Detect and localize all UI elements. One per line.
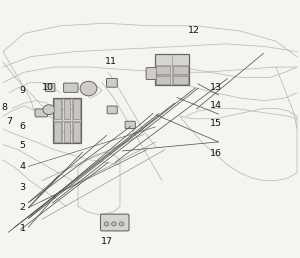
Bar: [54, 99, 61, 119]
Circle shape: [112, 222, 116, 226]
Circle shape: [80, 81, 97, 96]
Text: 16: 16: [210, 149, 222, 158]
Text: 3: 3: [20, 183, 26, 191]
Text: 4: 4: [20, 162, 26, 171]
FancyBboxPatch shape: [100, 214, 129, 231]
Circle shape: [119, 222, 124, 226]
Bar: [156, 76, 170, 84]
Text: 15: 15: [210, 119, 222, 128]
Text: 6: 6: [20, 122, 26, 131]
Text: 17: 17: [100, 237, 112, 246]
Text: 13: 13: [210, 83, 222, 92]
Text: 9: 9: [20, 86, 26, 95]
Text: 1: 1: [20, 224, 26, 233]
Bar: [52, 98, 81, 143]
Text: 7: 7: [6, 117, 12, 126]
Bar: [154, 54, 189, 85]
Bar: [173, 66, 188, 74]
Bar: [64, 99, 70, 119]
Bar: [156, 66, 170, 74]
FancyBboxPatch shape: [107, 106, 117, 114]
FancyBboxPatch shape: [106, 78, 117, 87]
Text: 5: 5: [20, 141, 26, 150]
Text: 14: 14: [210, 101, 222, 110]
FancyBboxPatch shape: [125, 121, 135, 128]
FancyBboxPatch shape: [35, 109, 47, 117]
Bar: [173, 76, 188, 84]
Text: 2: 2: [20, 203, 26, 212]
FancyBboxPatch shape: [146, 68, 157, 79]
Text: 8: 8: [1, 103, 7, 111]
Bar: [64, 122, 70, 142]
Bar: [54, 122, 61, 142]
Bar: [73, 122, 80, 142]
FancyBboxPatch shape: [64, 83, 78, 92]
Text: 10: 10: [42, 83, 54, 92]
Text: 12: 12: [188, 27, 200, 35]
FancyBboxPatch shape: [46, 84, 55, 92]
Bar: [73, 99, 80, 119]
Circle shape: [104, 222, 109, 226]
Text: 11: 11: [105, 58, 117, 66]
Ellipse shape: [43, 105, 55, 115]
